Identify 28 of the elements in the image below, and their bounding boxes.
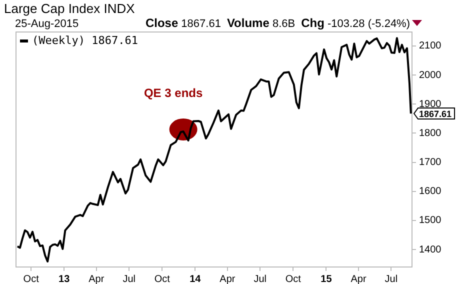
x-tick-label: Oct — [23, 274, 40, 284]
annotation: QE 3 ends — [144, 86, 203, 100]
x-tick-label: 13 — [58, 274, 70, 284]
x-tick-label: Jul — [384, 274, 398, 284]
annotation: 1867.61 — [419, 109, 452, 120]
y-tick-label: 1400 — [419, 244, 442, 256]
y-tick-label: 1500 — [419, 215, 442, 226]
x-tick-label: Apr — [88, 274, 105, 284]
chart-title: Large Cap Index INDX — [4, 1, 136, 16]
x-tick-label: Apr — [220, 274, 236, 284]
legend-label: (Weekly) 1867.61 — [32, 34, 138, 47]
y-tick-label: 1600 — [419, 186, 442, 198]
y-tick-label: 1800 — [419, 128, 442, 139]
x-tick-label: Oct — [154, 274, 170, 284]
x-tick-label: Oct — [285, 274, 302, 284]
x-tick-label: Jul — [122, 274, 136, 284]
x-tick-label: Jul — [254, 274, 267, 284]
chart-subtitle: 25-Aug-2015 — [15, 18, 79, 30]
y-tick-label: 1900 — [419, 98, 442, 110]
x-tick-label: 15 — [320, 274, 332, 284]
text: Volume 8.6B — [226, 16, 296, 30]
text: Chg -103.28 (-5.24%) — [301, 16, 410, 30]
y-tick-label: 2000 — [419, 70, 442, 81]
x-tick-label: 14 — [190, 274, 202, 284]
text: Close 1867.61 — [145, 16, 221, 30]
y-tick-label: 2100 — [419, 40, 442, 52]
y-tick-label: 1700 — [419, 157, 442, 168]
x-tick-label: Apr — [350, 274, 367, 284]
